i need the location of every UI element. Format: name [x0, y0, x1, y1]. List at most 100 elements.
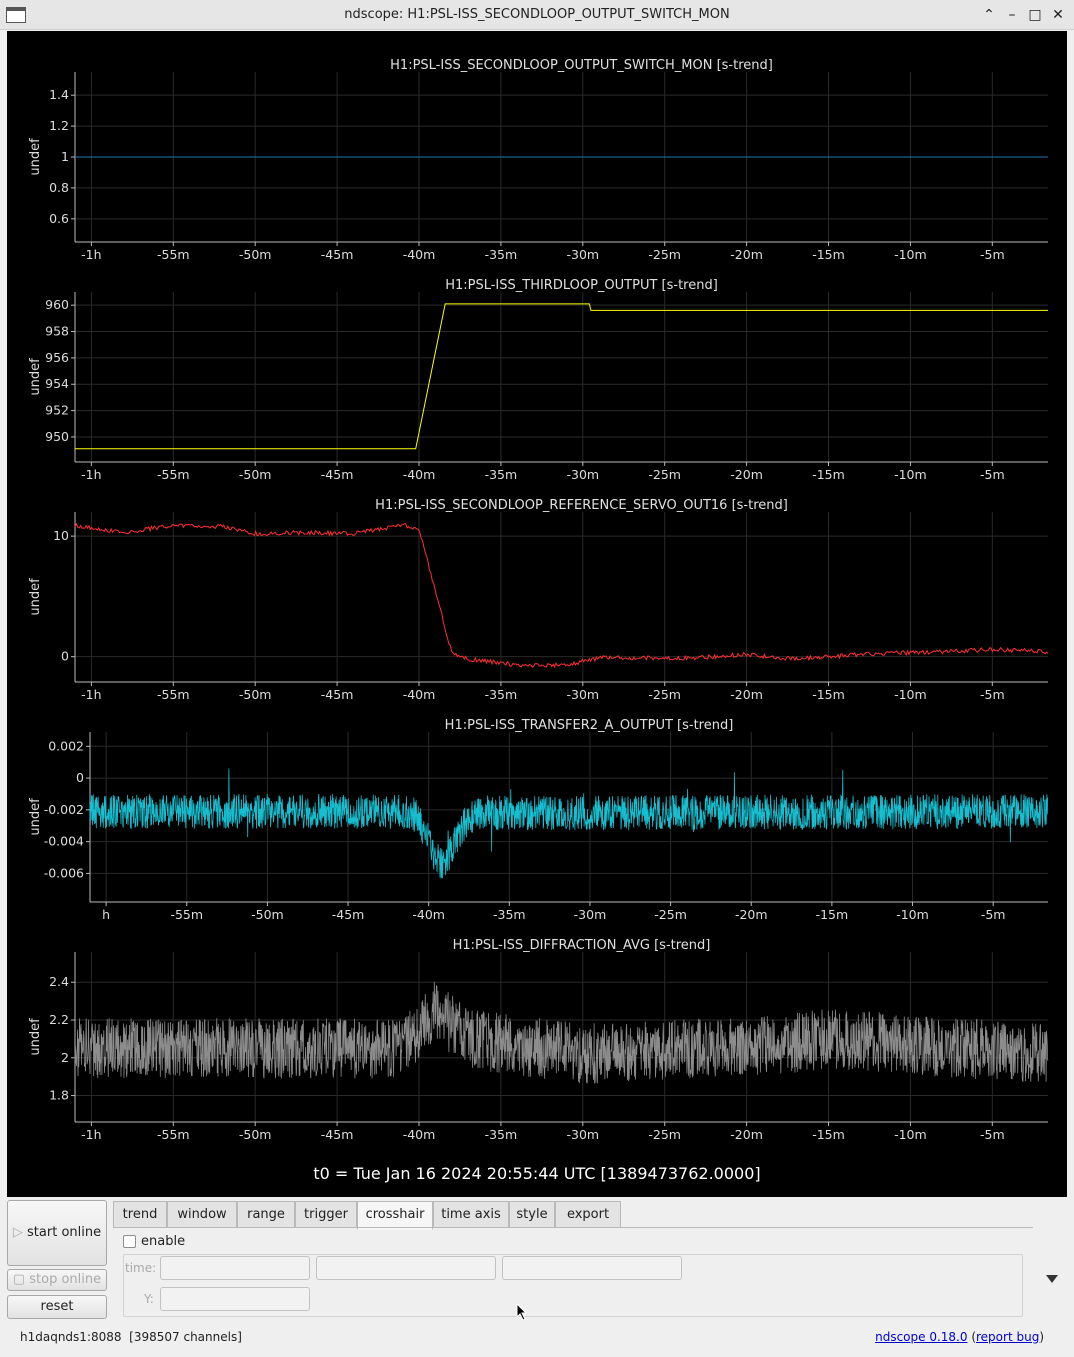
series-line: [74, 522, 1049, 669]
time-field-utc[interactable]: [316, 1256, 496, 1280]
y-tick-label: 0: [76, 770, 84, 785]
y-field[interactable]: [160, 1287, 310, 1311]
plot-panel-2[interactable]: H1:PSL-ISS_THIRDLOOP_OUTPUT [s-trend] -1h…: [28, 278, 1048, 482]
plot-panel-3[interactable]: H1:PSL-ISS_SECONDLOOP_REFERENCE_SERVO_OU…: [28, 498, 1049, 702]
x-tick-label: -35m: [485, 247, 518, 262]
y-axis-label: undef: [28, 1018, 43, 1056]
chevron-up-icon[interactable]: ⌃: [983, 7, 995, 23]
reset-button[interactable]: reset: [7, 1295, 107, 1319]
y-tick-label: 2.4: [49, 974, 69, 989]
close-icon[interactable]: ✕: [1052, 7, 1064, 23]
minimize-icon[interactable]: –: [1008, 7, 1016, 23]
t0-label: t0 = Tue Jan 16 2024 20:55:44 UTC [13894…: [313, 1164, 760, 1183]
series-line: [75, 303, 1048, 450]
y-tick-label: 1.4: [49, 87, 69, 102]
expand-arrow-icon[interactable]: [1046, 1275, 1058, 1283]
tab-crosshair[interactable]: crosshair: [357, 1201, 433, 1230]
time-label: time:: [125, 1261, 157, 1275]
x-tick-label: -5m: [980, 687, 1005, 702]
x-tick-label: -15m: [812, 1127, 845, 1142]
y-tick-label: 1.8: [49, 1088, 69, 1103]
x-tick-label: -10m: [894, 1127, 927, 1142]
x-tick-label: -1h: [81, 1127, 101, 1142]
control-panel: ▷ start online ▢ stop online reset trend…: [0, 1197, 1074, 1357]
x-tick-label: -1h: [81, 687, 101, 702]
x-tick-label: -55m: [157, 247, 190, 262]
y-tick-label: 10: [53, 528, 69, 543]
x-tick-label: -10m: [894, 247, 927, 262]
x-tick-label: -25m: [648, 467, 681, 482]
plot-area[interactable]: H1:PSL-ISS_SECONDLOOP_OUTPUT_SWITCH_MON …: [7, 31, 1067, 1197]
x-tick-label: -55m: [157, 687, 190, 702]
app-icon: [6, 7, 26, 23]
x-tick-label: -30m: [574, 907, 607, 922]
tab-range[interactable]: range: [237, 1201, 295, 1228]
x-tick-label: -20m: [730, 687, 763, 702]
x-tick-label: -50m: [251, 907, 284, 922]
y-tick-label: -0.002: [44, 802, 84, 817]
x-tick-label: -10m: [894, 467, 927, 482]
x-tick-label: -35m: [485, 687, 518, 702]
x-tick-label: -45m: [321, 1127, 354, 1142]
x-tick-label: -20m: [735, 907, 768, 922]
stop-online-button[interactable]: ▢ stop online: [7, 1269, 107, 1291]
tab-style[interactable]: style: [509, 1201, 555, 1228]
tab-trigger[interactable]: trigger: [295, 1201, 357, 1228]
report-bug-link[interactable]: report bug: [976, 1330, 1040, 1344]
window-title: ndscope: H1:PSL-ISS_SECONDLOOP_OUTPUT_SW…: [344, 7, 730, 22]
x-tick-label: -55m: [157, 1127, 190, 1142]
version-link[interactable]: ndscope 0.18.0: [875, 1330, 968, 1344]
plot-panel-1[interactable]: H1:PSL-ISS_SECONDLOOP_OUTPUT_SWITCH_MON …: [28, 58, 1048, 262]
plot-title: H1:PSL-ISS_DIFFRACTION_AVG [s-trend]: [453, 938, 711, 953]
plot-title: H1:PSL-ISS_SECONDLOOP_REFERENCE_SERVO_OU…: [375, 498, 788, 513]
mouse-cursor-icon: [516, 1303, 528, 1321]
status-version: ndscope 0.18.0 (report bug): [875, 1330, 1044, 1344]
x-tick-label: -30m: [566, 247, 599, 262]
x-tick-label: -45m: [321, 247, 354, 262]
y-tick-label: 0.6: [49, 211, 69, 226]
tab-window[interactable]: window: [167, 1201, 237, 1228]
x-tick-label: -50m: [239, 247, 272, 262]
x-tick-label: -15m: [812, 247, 845, 262]
y-tick-label: 960: [45, 297, 69, 312]
x-tick-label: -1h: [81, 247, 101, 262]
x-tick-label: -30m: [566, 467, 599, 482]
x-tick-label: -25m: [648, 1127, 681, 1142]
tab-time-axis[interactable]: time axis: [433, 1201, 509, 1228]
tab-trend[interactable]: trend: [113, 1201, 167, 1228]
y-label: Y:: [144, 1292, 154, 1306]
stop-online-label: stop online: [29, 1272, 102, 1287]
maximize-icon[interactable]: □: [1028, 7, 1042, 23]
server-address: h1daqnds1:8088: [20, 1330, 122, 1344]
x-tick-label: -35m: [485, 1127, 518, 1142]
plots-svg[interactable]: H1:PSL-ISS_SECONDLOOP_OUTPUT_SWITCH_MON …: [7, 31, 1067, 1197]
x-tick-label: -5m: [980, 1127, 1005, 1142]
enable-checkbox[interactable]: [123, 1235, 136, 1248]
x-tick-label: -45m: [321, 687, 354, 702]
enable-label: enable: [141, 1234, 186, 1249]
x-tick-label: -20m: [730, 247, 763, 262]
plot-panel-5[interactable]: H1:PSL-ISS_DIFFRACTION_AVG [s-trend] -1h -…: [28, 938, 1049, 1142]
start-online-label: start online: [27, 1225, 102, 1240]
x-tick-label: -40m: [403, 247, 436, 262]
y-tick-label: -0.006: [44, 865, 84, 880]
x-tick-label: -40m: [403, 1127, 436, 1142]
y-tick-label: 0.8: [49, 180, 69, 195]
plot-panel-4[interactable]: H1:PSL-ISS_TRANSFER2_A_OUTPUT [s-trend] h…: [28, 718, 1049, 922]
y-tick-label: 2: [61, 1050, 69, 1065]
y-axis-label: undef: [28, 358, 43, 396]
x-tick-label: -45m: [321, 467, 354, 482]
x-tick-label: -35m: [493, 907, 526, 922]
y-tick-label: 1: [61, 149, 69, 164]
window-titlebar: ndscope: H1:PSL-ISS_SECONDLOOP_OUTPUT_SW…: [0, 0, 1074, 30]
x-tick-label: -55m: [170, 907, 203, 922]
tab-export[interactable]: export: [555, 1201, 621, 1228]
channel-count: [398507 channels]: [129, 1330, 242, 1344]
time-field-local[interactable]: [502, 1256, 682, 1280]
x-tick-label: -45m: [332, 907, 365, 922]
series-line: [89, 768, 1049, 879]
x-tick-label: -40m: [403, 467, 436, 482]
x-tick-label: -50m: [239, 687, 272, 702]
time-field-gps[interactable]: [160, 1256, 310, 1280]
start-online-button[interactable]: ▷ start online: [7, 1200, 107, 1266]
